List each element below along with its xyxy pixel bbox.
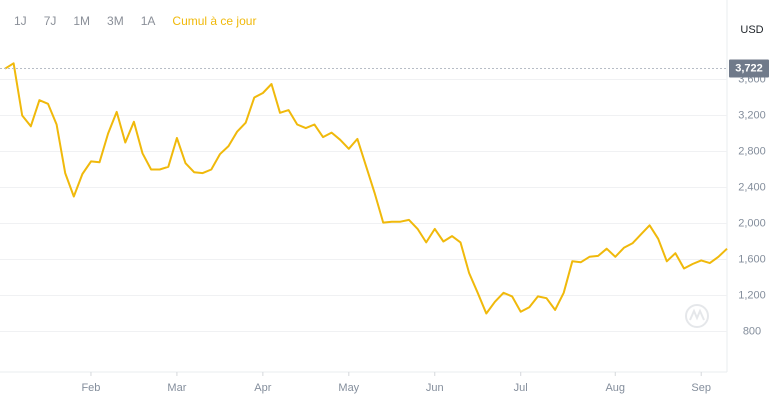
watermark-logo	[685, 304, 709, 328]
price-marker-label: 3,722	[735, 62, 763, 74]
unit-label: USD	[740, 24, 763, 36]
y-tick-label: 2,400	[738, 181, 766, 193]
x-tick-label: Jun	[426, 382, 444, 394]
range-tab[interactable]: Cumul à ce jour	[172, 14, 257, 28]
x-tick-label: Apr	[254, 382, 271, 394]
y-tick-label: 3,200	[738, 109, 766, 121]
range-tab[interactable]: 1A	[140, 14, 156, 28]
range-tab[interactable]: 3M	[107, 14, 124, 28]
x-tick-label: Jul	[514, 382, 528, 394]
range-tab[interactable]: 1J	[14, 14, 27, 28]
x-tick-label: Aug	[605, 382, 625, 394]
x-tick-label: May	[338, 382, 359, 394]
y-tick-label: 1,200	[738, 289, 766, 301]
y-tick-label: 800	[743, 325, 761, 337]
x-tick-label: Sep	[691, 382, 711, 394]
x-tick-label: Feb	[81, 382, 100, 394]
range-tabs: 1J 7J 1M 3M 1A Cumul à ce jour	[14, 14, 273, 28]
price-marker-box	[729, 59, 769, 78]
price-line	[4, 62, 728, 315]
range-tab[interactable]: 7J	[43, 14, 57, 28]
range-tab[interactable]: 1M	[73, 14, 91, 28]
y-tick-label: 2,000	[738, 217, 766, 229]
y-tick-label: 1,600	[738, 253, 766, 265]
x-tick-label: Mar	[167, 382, 186, 394]
y-tick-label: 2,800	[738, 145, 766, 157]
